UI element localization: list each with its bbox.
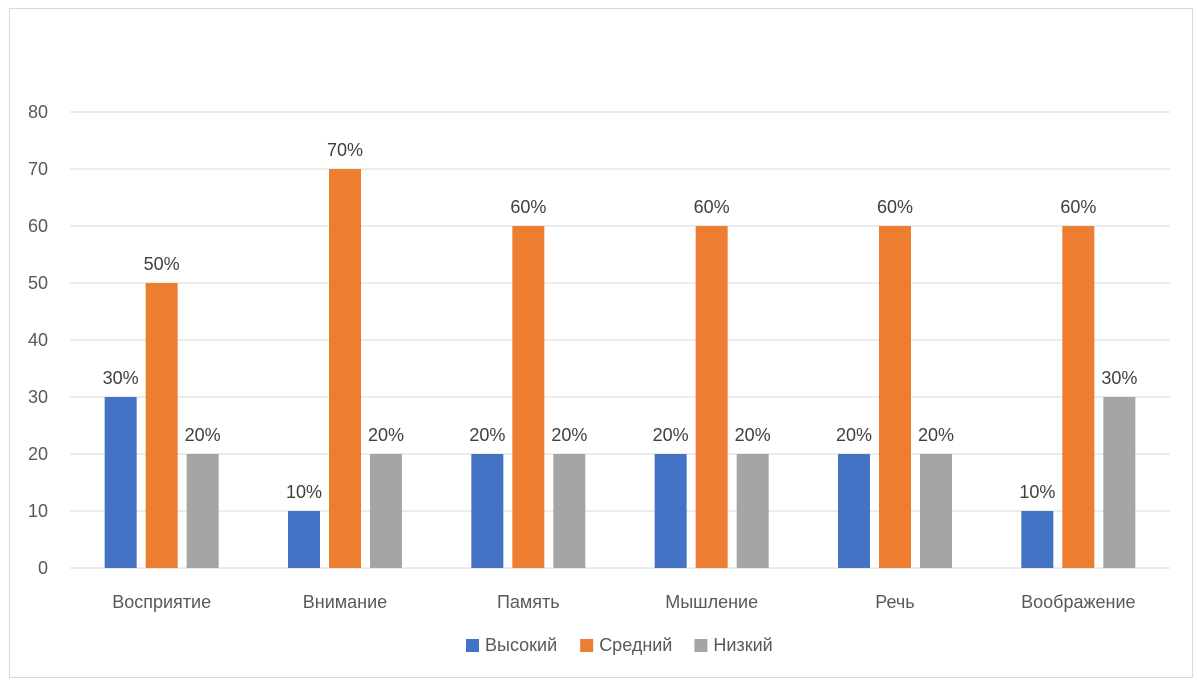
y-tick-label: 80 xyxy=(28,102,48,122)
data-label: 70% xyxy=(327,140,363,160)
data-label: 60% xyxy=(1060,197,1096,217)
data-label: 60% xyxy=(877,197,913,217)
legend-swatch-2 xyxy=(694,639,708,652)
y-tick-label: 30 xyxy=(28,387,48,407)
bar-Низкий-1 xyxy=(370,454,402,568)
bar-Средний-4 xyxy=(879,226,911,568)
data-label: 50% xyxy=(144,254,180,274)
y-tick-label: 10 xyxy=(28,501,48,521)
bar-Низкий-3 xyxy=(736,454,769,568)
bar-Высокий-0 xyxy=(104,397,137,568)
y-tick-label: 0 xyxy=(38,558,48,578)
bar-Низкий-2 xyxy=(553,454,586,568)
data-label: 60% xyxy=(694,197,730,217)
data-label: 60% xyxy=(510,197,546,217)
x-tick-label: Внимание xyxy=(303,592,387,612)
bar-Средний-0 xyxy=(145,283,178,568)
bar-Высокий-2 xyxy=(471,454,504,568)
y-tick-label: 20 xyxy=(28,444,48,464)
data-label: 20% xyxy=(368,425,404,445)
data-label: 20% xyxy=(836,425,872,445)
data-label: 20% xyxy=(469,425,505,445)
y-tick-label: 40 xyxy=(28,330,48,350)
x-tick-label: Речь xyxy=(875,592,914,612)
y-tick-label: 70 xyxy=(28,159,48,179)
legend-swatch-0 xyxy=(466,639,479,652)
bar-Средний-5 xyxy=(1062,226,1095,568)
legend-label: Средний xyxy=(599,635,672,655)
y-tick-label: 60 xyxy=(28,216,48,236)
data-label: 20% xyxy=(918,425,954,445)
data-label: 30% xyxy=(103,368,139,388)
bar-Средний-1 xyxy=(329,169,361,568)
bar-Высокий-3 xyxy=(654,454,687,568)
legend-label: Высокий xyxy=(485,635,557,655)
bar-Низкий-5 xyxy=(1103,397,1136,568)
data-label: 20% xyxy=(551,425,587,445)
bar-Высокий-5 xyxy=(1021,511,1054,568)
data-label: 20% xyxy=(653,425,689,445)
data-label: 10% xyxy=(1019,482,1055,502)
bar-Низкий-0 xyxy=(186,454,219,568)
bar-Средний-3 xyxy=(695,226,728,568)
legend-swatch-1 xyxy=(580,639,594,652)
x-tick-label: Восприятие xyxy=(112,592,211,612)
data-label: 20% xyxy=(735,425,771,445)
data-label: 10% xyxy=(286,482,322,502)
data-label: 30% xyxy=(1101,368,1137,388)
legend-label: Низкий xyxy=(713,635,772,655)
x-tick-label: Память xyxy=(497,592,560,612)
x-tick-label: Мышление xyxy=(665,592,758,612)
bar-Средний-2 xyxy=(512,226,545,568)
y-tick-label: 50 xyxy=(28,273,48,293)
bar-Высокий-4 xyxy=(838,454,870,568)
x-tick-label: Воображение xyxy=(1021,592,1135,612)
data-label: 20% xyxy=(185,425,221,445)
bar-Низкий-4 xyxy=(920,454,952,568)
bar-Высокий-1 xyxy=(288,511,320,568)
